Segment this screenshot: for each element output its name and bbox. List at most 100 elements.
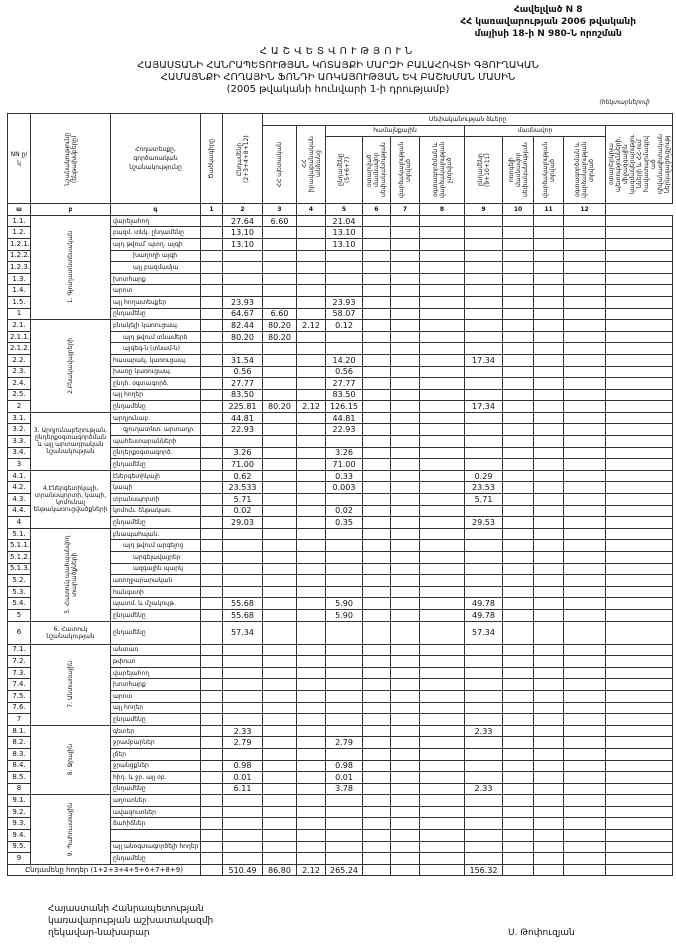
value-col-3 (296, 643, 326, 657)
row-code-value (200, 736, 223, 749)
value-col-1: 3.26 (222, 446, 263, 460)
value-col-9 (502, 817, 534, 831)
value-col-4 (325, 574, 363, 587)
value-col-6 (390, 852, 420, 865)
value-col-11 (563, 458, 606, 471)
value-col-5 (362, 493, 391, 506)
value-col-12 (604, 678, 674, 691)
value-col-5 (362, 353, 391, 367)
value-col-4 (325, 840, 363, 854)
column-letter: 7 (390, 203, 420, 216)
value-col-11 (563, 713, 606, 726)
value-col-2 (262, 435, 297, 448)
value-col-10 (533, 574, 564, 587)
value-col-3 (296, 284, 326, 297)
value-col-5 (362, 295, 391, 309)
header-c12: օտարերկրյա պետությունների, միջազգային կա… (604, 124, 674, 205)
header-c3: ՀՀ իրավաբանական անձանց (296, 124, 326, 205)
value-col-5 (362, 458, 391, 471)
table-row: 2.4. ընդհ. օգտագործ. 27.77 27.77 (7, 377, 674, 390)
row-name: այլ անօգտագործելի հողեր (110, 840, 201, 854)
row-code-value (200, 284, 223, 297)
value-col-9 (502, 689, 534, 703)
value-col-12 (604, 469, 674, 483)
value-col-5 (362, 829, 391, 842)
value-col-8 (464, 655, 503, 668)
value-col-8 (464, 747, 503, 761)
value-col-3 (296, 562, 326, 576)
value-col-7 (419, 423, 465, 437)
value-col-6 (390, 295, 420, 309)
value-col-5 (362, 574, 391, 587)
value-col-6 (390, 666, 420, 680)
signatory-title: Հայաստանի Հանրապետության կառավարության ա… (48, 903, 213, 939)
row-name: ազգային պարկ (110, 562, 201, 576)
value-col-10 (533, 493, 564, 506)
value-col-7 (419, 562, 465, 576)
value-col-6 (390, 481, 420, 495)
value-col-12 (604, 713, 674, 726)
value-col-12 (604, 458, 674, 471)
value-col-12 (604, 597, 674, 610)
value-col-8 (464, 226, 503, 239)
value-col-4 (325, 330, 363, 344)
row-code: 7.4. (7, 678, 31, 691)
row-code-value (200, 794, 223, 807)
value-col-9 (502, 539, 534, 552)
row-name: անտառ (110, 643, 201, 657)
value-col-4 (325, 493, 363, 506)
value-col-12 (604, 643, 674, 657)
value-col-10 (533, 411, 564, 425)
header-ownership: Սեփականության ձևերը (261, 113, 674, 126)
value-col-6 (390, 516, 420, 529)
value-col-6 (390, 446, 420, 460)
value-col-6 (390, 771, 420, 784)
row-name: ընդերքօգտագործ. (110, 446, 201, 460)
value-col-11 (563, 829, 606, 842)
value-col-11 (563, 353, 606, 367)
value-col-10 (533, 458, 564, 471)
value-col-2 (262, 608, 297, 622)
value-col-7 (419, 585, 465, 599)
value-col-9 (502, 330, 534, 344)
row-code: 2 (7, 400, 31, 413)
value-col-9 (502, 724, 534, 738)
value-col-11 (563, 516, 606, 529)
value-col-10 (533, 666, 564, 680)
value-col-1 (222, 794, 263, 807)
value-col-12 (604, 805, 674, 819)
value-col-11 (563, 423, 606, 437)
value-col-7 (419, 249, 465, 263)
value-col-1 (222, 284, 263, 297)
value-col-11 (563, 689, 606, 703)
value-col-12 (604, 388, 674, 402)
report-subtitle-2: ՀԱՄԱՅՆՔԻ ՀՈՂԱՅԻՆ ՖՈՆԴԻ ԱՌԿԱՅՈՒԹՅԱՆ ԵՎ ԲԱ… (160, 72, 516, 83)
table-row: 4.1. 4.Էներգետիկայի, տրանսպորտի, կապի, կո… (7, 469, 674, 529)
table-row: 3.2. գյուղատնտ. արտադր. 22.93 22.93 (7, 423, 674, 437)
value-col-4: 126.15 (325, 400, 363, 413)
value-col-12 (604, 272, 674, 286)
value-col-6 (390, 214, 420, 228)
value-col-8: 0.29 (464, 469, 503, 483)
row-name: հիդ. և ջր. այլ օբ. (110, 771, 201, 784)
value-col-6 (390, 724, 420, 738)
value-col-4: 0.01 (325, 771, 363, 784)
value-col-5 (362, 666, 391, 680)
row-name: այդ թվում արգելոց (110, 539, 201, 552)
value-col-9 (502, 365, 534, 379)
table-row: 8 ընդամենը 6.11 3.78 2.33 (7, 782, 674, 796)
table-row: 9.4. (7, 829, 674, 842)
column-letter: 12 (563, 203, 606, 216)
value-col-8 (464, 272, 503, 286)
value-col-6 (390, 261, 420, 274)
value-col-9 (502, 829, 534, 842)
value-col-8: 29.53 (464, 516, 503, 529)
value-col-1 (222, 435, 263, 448)
value-col-7 (419, 411, 465, 425)
value-col-3 (296, 516, 326, 529)
row-name: ընդհ. օգտագործ. (110, 377, 201, 390)
value-col-8: 23.53 (464, 481, 503, 495)
signatory-line-1: Հայաստանի Հանրապետության (48, 904, 204, 914)
value-col-4: 13.10 (325, 226, 363, 239)
row-code: 5.1.1. (7, 539, 31, 552)
